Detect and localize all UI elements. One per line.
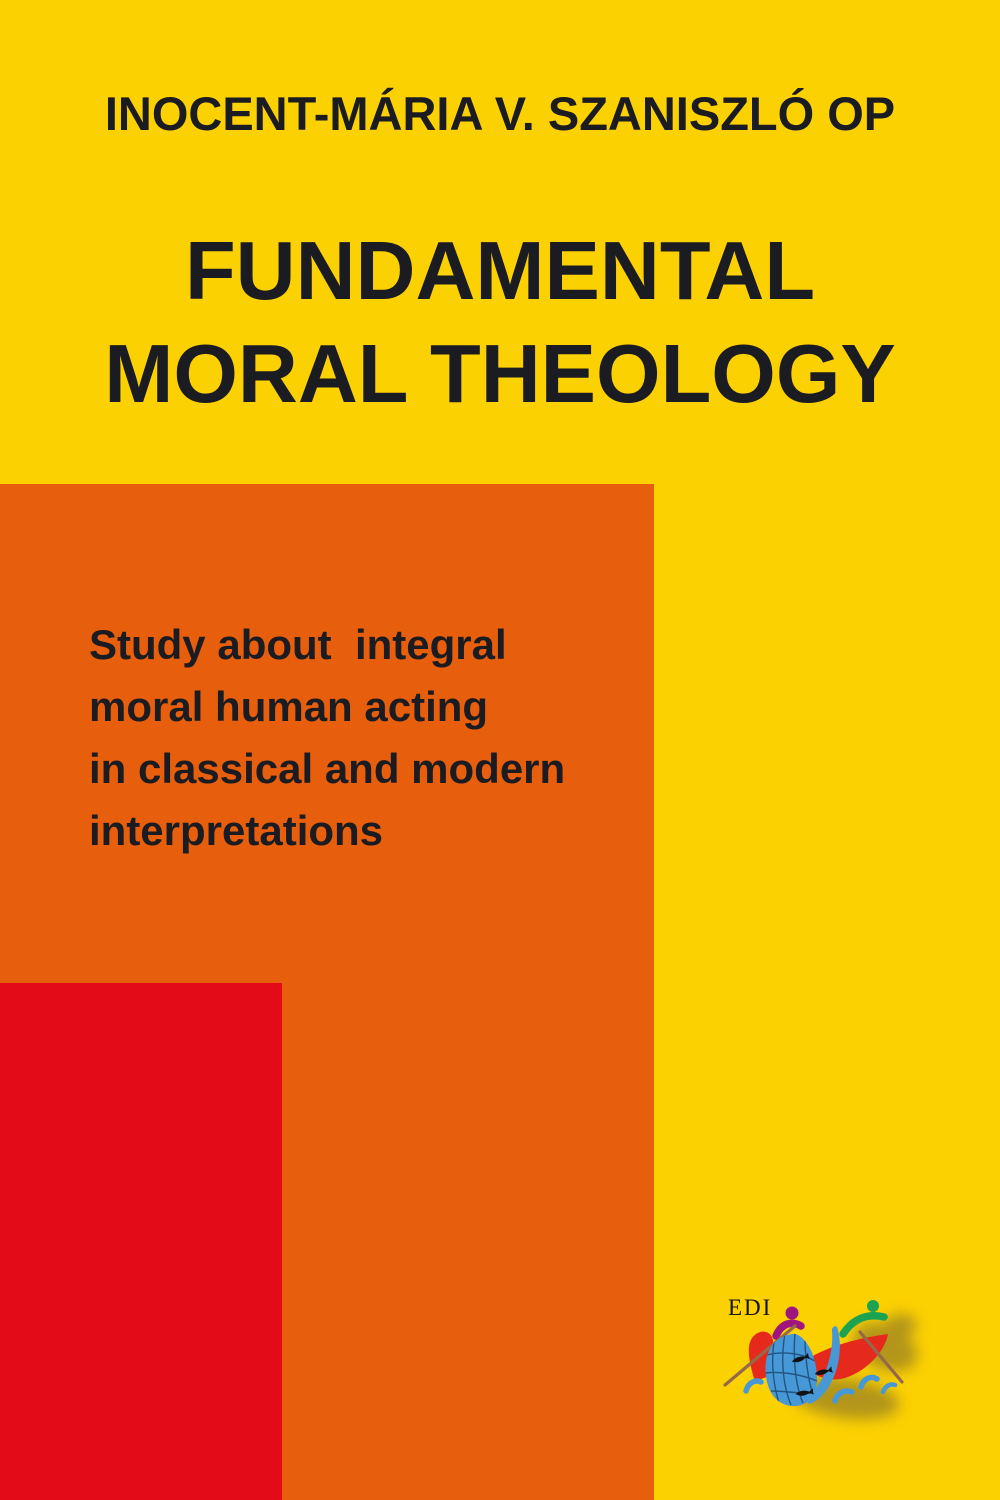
right-oar-icon [858, 1330, 904, 1384]
edi-rowers-logo-icon [723, 1300, 918, 1420]
fishing-net-icon [765, 1333, 817, 1407]
blue-arm-icon [806, 1326, 840, 1404]
wave-icons [743, 1374, 898, 1404]
subtitle-line-1: Study about integral [89, 621, 507, 668]
green-rower-icon [839, 1300, 888, 1338]
title-line-1: FUNDAMENTAL [184, 224, 816, 317]
book-title: FUNDAMENTAL MORAL THEOLOGY [0, 219, 1000, 425]
subtitle: Study about integral moral human acting … [89, 614, 565, 862]
left-oar-icon [723, 1324, 797, 1387]
fish-icons [791, 1352, 833, 1396]
subtitle-line-3: in classical and modern [89, 745, 566, 792]
magenta-rower-icon [772, 1306, 805, 1340]
publisher-name: EDI [728, 1295, 773, 1320]
author-name: INOCENT-MÁRIA V. SZANISZLÓ OP [104, 87, 896, 140]
red-panel [0, 983, 282, 1500]
boat-crescent-icon [801, 1334, 888, 1380]
subtitle-line-2: moral human acting [89, 683, 489, 730]
title-line-2: MORAL THEOLOGY [104, 327, 896, 420]
subtitle-line-4: interpretations [89, 807, 384, 854]
